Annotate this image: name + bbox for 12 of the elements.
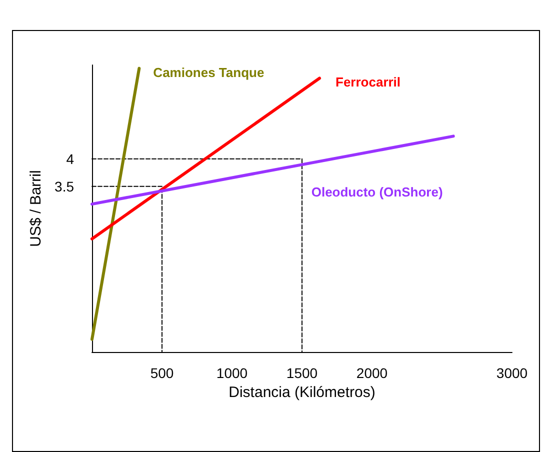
y-tick-label: 3.5 [54,178,74,194]
x-tick-label: 2000 [356,365,388,381]
series-label: Camiones Tanque [153,64,264,80]
y-axis-title: US$ / Barril [28,170,45,247]
x-tick-label: 1000 [216,365,248,381]
x-axis-title: Distancia (Kilómetros) [228,384,376,401]
x-tick-label: 500 [150,365,174,381]
y-tick-label: 4 [66,150,74,167]
x-tick-label: 3000 [496,365,528,381]
x-tick-label: 1500 [286,365,318,381]
series-label: Ferrocarril [336,74,401,90]
series-label: Oleoducto (OnShore) [311,184,443,200]
